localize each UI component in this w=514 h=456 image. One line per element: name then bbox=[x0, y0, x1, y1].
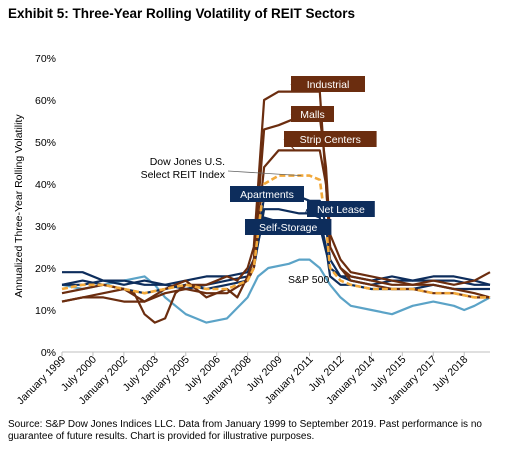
series-line-apartments bbox=[62, 191, 490, 291]
x-tick-label: January 1999 bbox=[15, 354, 69, 408]
annotation-box bbox=[307, 201, 375, 217]
chart-title: Exhibit 5: Three-Year Rolling Volatility… bbox=[8, 6, 356, 21]
y-tick-label: 70% bbox=[35, 53, 56, 65]
annotation-leader bbox=[227, 170, 302, 176]
y-tick-label: 10% bbox=[35, 305, 56, 317]
y-tick-label: 60% bbox=[35, 95, 56, 107]
y-tick-label: 20% bbox=[35, 263, 56, 275]
series-line-malls bbox=[61, 115, 491, 303]
annotation-box bbox=[291, 106, 334, 122]
y-axis-ticks: 0% 10% 20% 30% 40% 50% 60% 70% bbox=[35, 53, 56, 359]
annotation-label: Strip Centers bbox=[300, 134, 361, 146]
annotation-box bbox=[230, 186, 304, 202]
annotation-label: S&P 500 bbox=[288, 274, 329, 286]
source-note: Source: S&P Dow Jones Indices LLC. Data … bbox=[8, 419, 482, 442]
annotation-net-lease: Net Lease bbox=[304, 201, 375, 217]
volatility-line-chart: Annualized Three-Year Rolling Volatility… bbox=[13, 53, 491, 408]
series-line-industrial bbox=[61, 90, 491, 324]
annotation-line: Dow Jones U.S. bbox=[150, 156, 225, 168]
annotation-box bbox=[291, 76, 365, 92]
annotation-strip-centers: Strip Centers bbox=[283, 131, 377, 151]
series-lines bbox=[61, 90, 491, 324]
y-tick-label: 40% bbox=[35, 179, 56, 191]
y-tick-label: 30% bbox=[35, 221, 56, 233]
annotation-leader bbox=[304, 208, 308, 214]
annotation-self-storage: Self-Storage bbox=[244, 219, 332, 235]
annotation-label: Malls bbox=[300, 109, 325, 121]
annotation-malls: Malls bbox=[290, 106, 334, 122]
y-axis-label-group: Annualized Three-Year Rolling Volatility bbox=[13, 114, 25, 298]
y-axis-label: Annualized Three-Year Rolling Volatility bbox=[13, 114, 25, 298]
annotations: Industrial Malls Strip Centers Dow Jones U.… bbox=[141, 76, 377, 286]
annotation-apartments: Apartments bbox=[229, 186, 304, 202]
annotation-label: Dow Jones U.S. Select REIT Index bbox=[141, 156, 226, 181]
annotation-label: Self-Storage bbox=[259, 222, 318, 234]
annotation-dow-jones-reit: Dow Jones U.S. Select REIT Index bbox=[141, 156, 302, 181]
annotation-label: Net Lease bbox=[317, 204, 365, 216]
y-tick-label: 0% bbox=[41, 347, 56, 359]
annotation-industrial: Industrial bbox=[290, 76, 365, 92]
annotation-label: Apartments bbox=[240, 189, 294, 201]
y-tick-label: 50% bbox=[35, 137, 56, 149]
annotation-label: Industrial bbox=[307, 79, 350, 91]
annotation-line: Select REIT Index bbox=[141, 169, 226, 181]
annotation-sp500: S&P 500 bbox=[288, 274, 329, 286]
annotation-line: S&P 500 bbox=[288, 274, 329, 286]
annotation-box bbox=[245, 219, 332, 235]
annotation-box bbox=[284, 131, 377, 147]
